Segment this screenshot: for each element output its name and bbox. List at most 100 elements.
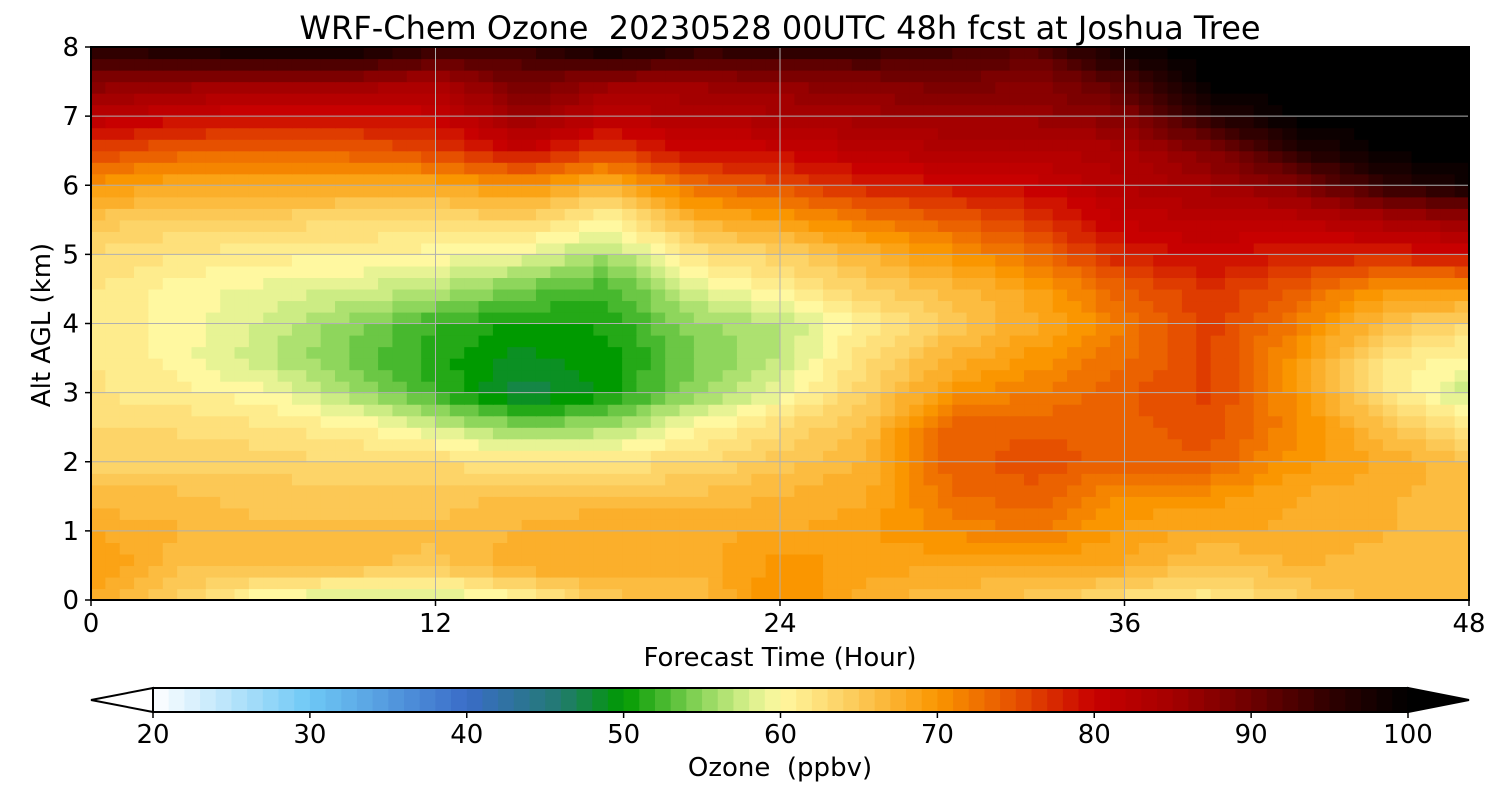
heatmap-cell <box>363 588 379 601</box>
heatmap-cell <box>378 104 394 117</box>
heatmap-cell <box>937 231 953 244</box>
heatmap-cell <box>894 139 910 152</box>
heatmap-cell <box>1411 381 1427 394</box>
heatmap-cell <box>535 553 551 567</box>
heatmap-cell <box>1052 208 1068 221</box>
heatmap-cell <box>119 277 135 290</box>
heatmap-cell <box>507 93 523 106</box>
heatmap-cell <box>780 519 795 532</box>
heatmap-cell <box>1181 219 1197 232</box>
heatmap-cell <box>1024 47 1039 60</box>
heatmap-cell <box>607 196 623 209</box>
heatmap-cell <box>177 565 193 578</box>
heatmap-cell <box>693 496 709 509</box>
heatmap-cell <box>191 588 207 601</box>
heatmap-cell <box>636 507 652 520</box>
heatmap-cell <box>1239 381 1255 394</box>
heatmap-cell <box>579 588 594 601</box>
heatmap-cell <box>679 565 695 578</box>
heatmap-cell <box>1095 542 1111 555</box>
heatmap-cell <box>780 150 795 163</box>
heatmap-cell <box>579 484 594 497</box>
heatmap-cell <box>277 484 293 497</box>
heatmap-cell <box>421 127 437 140</box>
heatmap-cell <box>579 47 594 60</box>
heatmap-cell <box>320 47 336 60</box>
heatmap-cell <box>564 519 580 532</box>
heatmap-cell <box>205 576 221 590</box>
heatmap-cell <box>593 185 609 198</box>
heatmap-cell <box>866 530 882 543</box>
heatmap-cell <box>937 588 953 601</box>
heatmap-cell <box>1124 81 1140 94</box>
heatmap-cell <box>1167 162 1183 175</box>
heatmap-cell <box>1253 162 1269 175</box>
heatmap-cell <box>1311 116 1327 129</box>
heatmap-cell <box>478 300 494 313</box>
heatmap-cell <box>923 254 939 267</box>
heatmap-cell <box>1067 173 1083 186</box>
heatmap-cell <box>191 369 207 382</box>
heatmap-cell <box>564 277 580 290</box>
heatmap-cell <box>794 81 810 94</box>
heatmap-cell <box>105 265 121 279</box>
heatmap-cell <box>1239 231 1255 244</box>
heatmap-cell <box>1181 323 1197 336</box>
heatmap-cell <box>937 185 953 198</box>
heatmap-cell <box>464 277 480 290</box>
heatmap-cell <box>851 335 867 348</box>
heatmap-cell <box>1311 242 1327 255</box>
heatmap-cell <box>1138 300 1154 313</box>
heatmap-cell <box>1454 231 1470 244</box>
heatmap-cell <box>148 288 164 302</box>
heatmap-cell <box>1181 185 1197 198</box>
heatmap-cell <box>91 473 106 486</box>
heatmap-cell <box>650 358 666 371</box>
heatmap-cell <box>378 576 394 590</box>
heatmap-cell <box>1024 565 1039 578</box>
heatmap-cell <box>1052 288 1068 302</box>
heatmap-cell <box>1354 530 1370 543</box>
heatmap-cell <box>91 116 106 129</box>
heatmap-cell <box>780 346 795 359</box>
heatmap-cell <box>952 438 968 451</box>
heatmap-cell <box>234 369 250 382</box>
heatmap-cell <box>995 576 1011 590</box>
heatmap-cell <box>1167 473 1183 486</box>
heatmap-cell <box>306 139 322 152</box>
colorbar-swatch <box>576 688 593 712</box>
heatmap-cell <box>808 219 824 232</box>
heatmap-cell <box>1210 254 1226 267</box>
heatmap-cell <box>894 542 910 555</box>
heatmap-cell <box>392 346 408 359</box>
heatmap-cell <box>1081 346 1097 359</box>
heatmap-cell <box>435 438 451 451</box>
heatmap-cell <box>105 219 121 232</box>
heatmap-cell <box>780 173 795 186</box>
heatmap-cell <box>363 277 379 290</box>
heatmap-cell <box>507 323 523 336</box>
heatmap-cell <box>1440 335 1456 348</box>
heatmap-cell <box>1196 473 1212 486</box>
heatmap-cell <box>306 323 322 336</box>
heatmap-cell <box>1253 323 1269 336</box>
colorbar-swatch <box>1031 688 1048 712</box>
heatmap-cell <box>622 288 638 302</box>
heatmap-cell <box>823 507 839 520</box>
heatmap-cell <box>105 196 121 209</box>
heatmap-cell <box>866 496 882 509</box>
heatmap-cell <box>1038 70 1054 83</box>
heatmap-cell <box>1253 381 1269 394</box>
heatmap-cell <box>1009 185 1025 198</box>
heatmap-cell <box>607 162 623 175</box>
heatmap-cell <box>1081 277 1097 290</box>
heatmap-cell <box>607 335 623 348</box>
heatmap-cell <box>378 461 394 474</box>
heatmap-cell <box>507 70 523 83</box>
heatmap-cell <box>1224 242 1240 255</box>
heatmap-cell <box>162 438 178 451</box>
heatmap-cell <box>521 311 537 325</box>
heatmap-cell <box>492 473 508 486</box>
heatmap-cell <box>105 323 121 336</box>
heatmap-cell <box>593 323 609 336</box>
